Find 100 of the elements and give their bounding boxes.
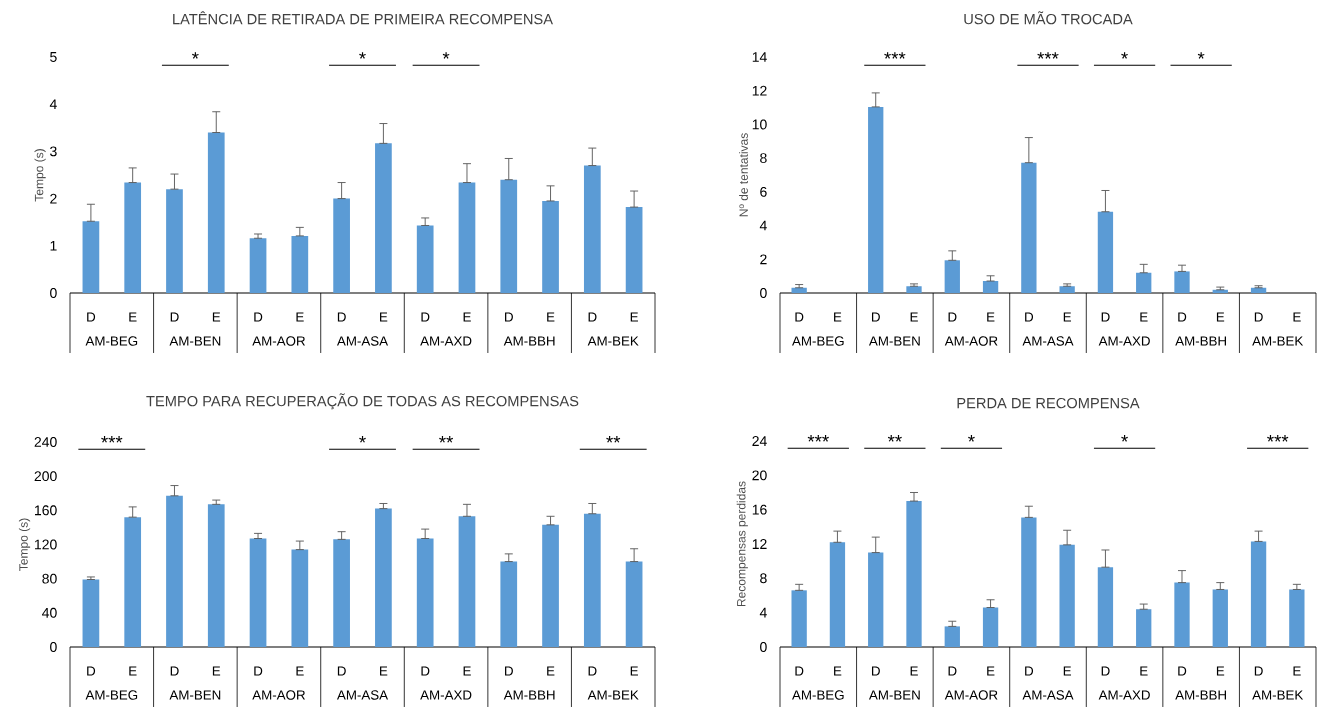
y-tick-label: 2 — [760, 254, 767, 265]
bar — [416, 225, 434, 293]
y-tick-label: 8 — [760, 573, 767, 584]
bar — [291, 549, 309, 647]
text: E — [1140, 312, 1148, 322]
y-tick-label: 2 — [50, 193, 57, 204]
text: E — [630, 312, 638, 322]
bar — [906, 286, 922, 293]
text: D — [505, 666, 513, 676]
text: D — [1101, 666, 1110, 676]
bar — [207, 504, 225, 647]
y-tick-label: 200 — [34, 471, 57, 482]
bar — [82, 221, 100, 293]
y-axis-title: Tempo (s) — [34, 149, 46, 202]
bar — [1021, 517, 1037, 647]
text: E — [1063, 312, 1072, 322]
text: D — [254, 666, 263, 676]
x-tick-label: AM-AOR — [252, 336, 305, 346]
series-label: E — [834, 666, 842, 676]
text: E — [630, 666, 638, 676]
bar — [458, 182, 476, 293]
x-tick-label: AM-BBH — [1175, 690, 1226, 700]
text: D — [1178, 312, 1187, 322]
annotation: * — [442, 52, 450, 59]
x-tick-label: AM-AXD — [420, 690, 472, 700]
x-tick-label: AM-BBH — [503, 690, 555, 700]
annotation: * — [1121, 435, 1128, 442]
x-tick-label: AM-AXD — [1098, 336, 1150, 346]
text: D — [588, 666, 597, 676]
bar — [625, 207, 643, 293]
bar — [1097, 567, 1114, 647]
bar — [944, 260, 960, 293]
text: E — [987, 312, 995, 322]
x-tick-label: AM-BEN — [169, 336, 221, 346]
y-tick-label: 240 — [34, 437, 57, 447]
x-tick-label: AM-BEK — [1252, 336, 1304, 346]
y-tick-label: 0 — [760, 288, 767, 298]
y-tick-label: 5 — [50, 52, 57, 62]
y-tick-label: 4 — [759, 607, 767, 618]
annotation: ** — [439, 436, 454, 443]
x-tick-label: AM-AXD — [1098, 690, 1150, 700]
y-tick-label: 16 — [752, 504, 767, 515]
chart-title: PERDA DE RECOMPENSA — [957, 397, 1140, 409]
annotation: *** — [884, 52, 906, 59]
text: D — [1178, 666, 1187, 676]
bar — [868, 552, 884, 647]
bar — [207, 132, 225, 293]
y-tick-label: 10 — [752, 119, 767, 130]
bar — [906, 501, 922, 647]
bar — [1174, 271, 1190, 293]
text: E — [834, 312, 842, 322]
text: D — [337, 666, 346, 676]
chart-title: USO DE MÃO TROCADA — [964, 11, 1133, 25]
bar — [500, 179, 518, 293]
text: E — [212, 312, 221, 322]
y-axis-title: Nº de tentativas — [739, 133, 748, 217]
x-tick-label: AM-BBH — [503, 336, 555, 346]
x-tick-label: AM-BEG — [85, 690, 138, 700]
text: D — [948, 666, 957, 676]
x-tick-label: AM-ASA — [1022, 336, 1074, 346]
bar — [1250, 541, 1267, 647]
annotation: * — [192, 52, 199, 59]
text: E — [547, 666, 555, 676]
bar — [1174, 582, 1190, 647]
text: E — [547, 312, 555, 322]
y-tick-label: 24 — [752, 436, 767, 446]
y-tick-label: 1 — [50, 240, 57, 251]
text: D — [1025, 312, 1034, 322]
annotation: * — [1197, 52, 1205, 59]
bar — [868, 106, 884, 293]
text: E — [463, 312, 471, 322]
annotation: *** — [1267, 435, 1289, 442]
x-tick-label: AM-BEN — [169, 690, 221, 700]
bar — [791, 287, 807, 293]
bar — [333, 539, 350, 647]
y-tick-label: 12 — [752, 539, 767, 549]
bar — [625, 561, 643, 647]
bar — [416, 538, 434, 647]
y-tick-label: 0 — [50, 642, 57, 652]
bar — [333, 198, 350, 293]
bar — [583, 513, 601, 647]
bar — [542, 524, 559, 647]
text: E — [296, 666, 304, 676]
text: D — [1254, 312, 1263, 322]
text: E — [380, 666, 388, 676]
y-tick-label: 12 — [752, 85, 767, 96]
y-tick-label: 120 — [35, 539, 57, 550]
annotation: * — [968, 435, 975, 442]
text: D — [337, 312, 346, 322]
series-label: D — [795, 666, 804, 676]
text: D — [1254, 666, 1263, 676]
bar — [1059, 286, 1075, 293]
bar — [291, 235, 309, 293]
x-tick-label: AM-AOR — [944, 336, 998, 346]
text: E — [1216, 312, 1225, 322]
bar — [1097, 211, 1114, 293]
text: E — [296, 312, 304, 322]
bar — [1250, 287, 1267, 293]
text: D — [871, 312, 880, 322]
series-label: D — [87, 312, 96, 322]
